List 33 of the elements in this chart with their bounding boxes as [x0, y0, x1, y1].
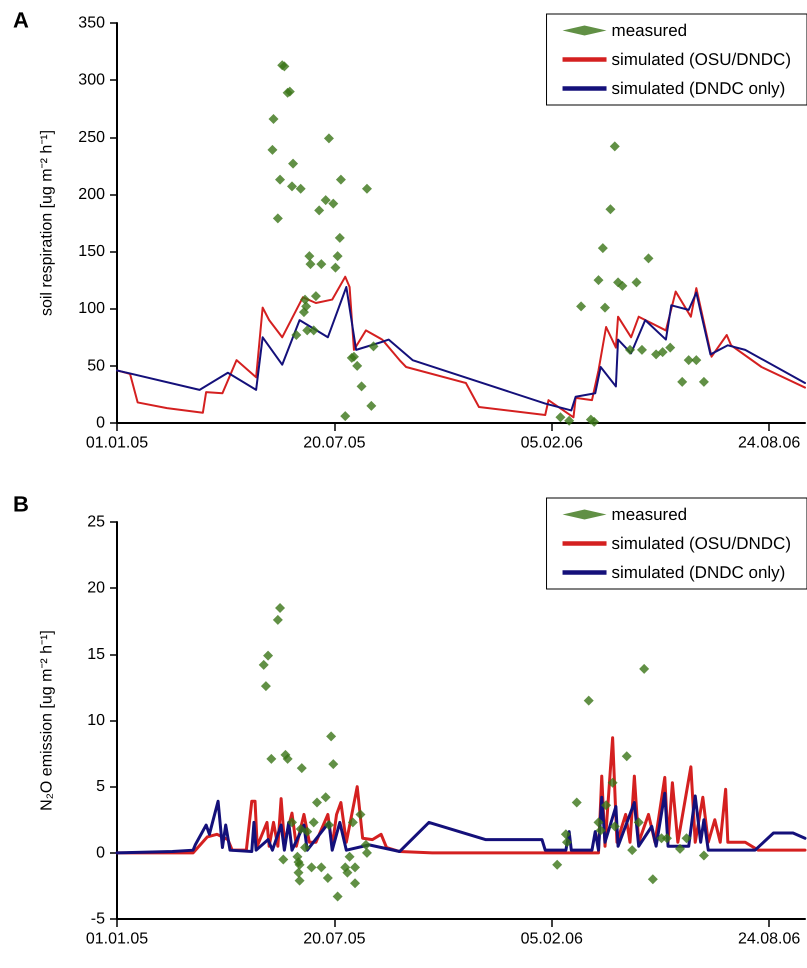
y-tick-label: 5 — [96, 778, 106, 796]
legend-label: simulated (DNDC only) — [612, 79, 786, 98]
x-tick-label: 05.02.06 — [520, 930, 583, 948]
y-tick-label: 10 — [87, 712, 106, 729]
legend-label: measured — [612, 505, 688, 524]
y-tick-label: 350 — [78, 14, 106, 32]
y-tick-label: 100 — [78, 300, 106, 318]
y-tick-label: -5 — [90, 910, 106, 928]
y-tick-label: 20 — [87, 580, 106, 597]
chart-title: B — [13, 492, 29, 516]
y-tick-label: 0 — [96, 844, 106, 862]
legend-label: simulated (OSU/DNDC) — [612, 50, 792, 69]
x-tick-label: 01.01.05 — [86, 434, 148, 452]
y-axis-title: N₂O emission [ug m⁻² h⁻¹] — [38, 630, 56, 811]
y-tick-label: 250 — [78, 128, 106, 146]
x-tick-label: 24.08.06 — [738, 434, 800, 452]
legend-label: simulated (DNDC only) — [612, 563, 786, 582]
y-tick-label: 15 — [87, 646, 106, 663]
legend-label: measured — [612, 21, 688, 40]
y-tick-label: 50 — [87, 357, 106, 374]
y-tick-label: 300 — [78, 72, 106, 89]
x-tick-label: 24.08.06 — [738, 930, 800, 948]
y-tick-label: 0 — [96, 414, 106, 432]
y-axis-title: soil respiration [ug m⁻² h⁻¹] — [38, 130, 56, 316]
legend-label: simulated (OSU/DNDC) — [612, 534, 792, 553]
y-tick-label: 25 — [87, 514, 106, 530]
x-tick-label: 20.07.05 — [303, 434, 366, 452]
y-tick-label: 200 — [78, 186, 106, 203]
x-tick-label: 20.07.05 — [303, 930, 366, 948]
chart-title: A — [13, 8, 29, 32]
x-tick-label: 01.01.05 — [86, 930, 148, 948]
y-tick-label: 150 — [78, 243, 106, 260]
x-tick-label: 05.02.06 — [520, 434, 583, 452]
